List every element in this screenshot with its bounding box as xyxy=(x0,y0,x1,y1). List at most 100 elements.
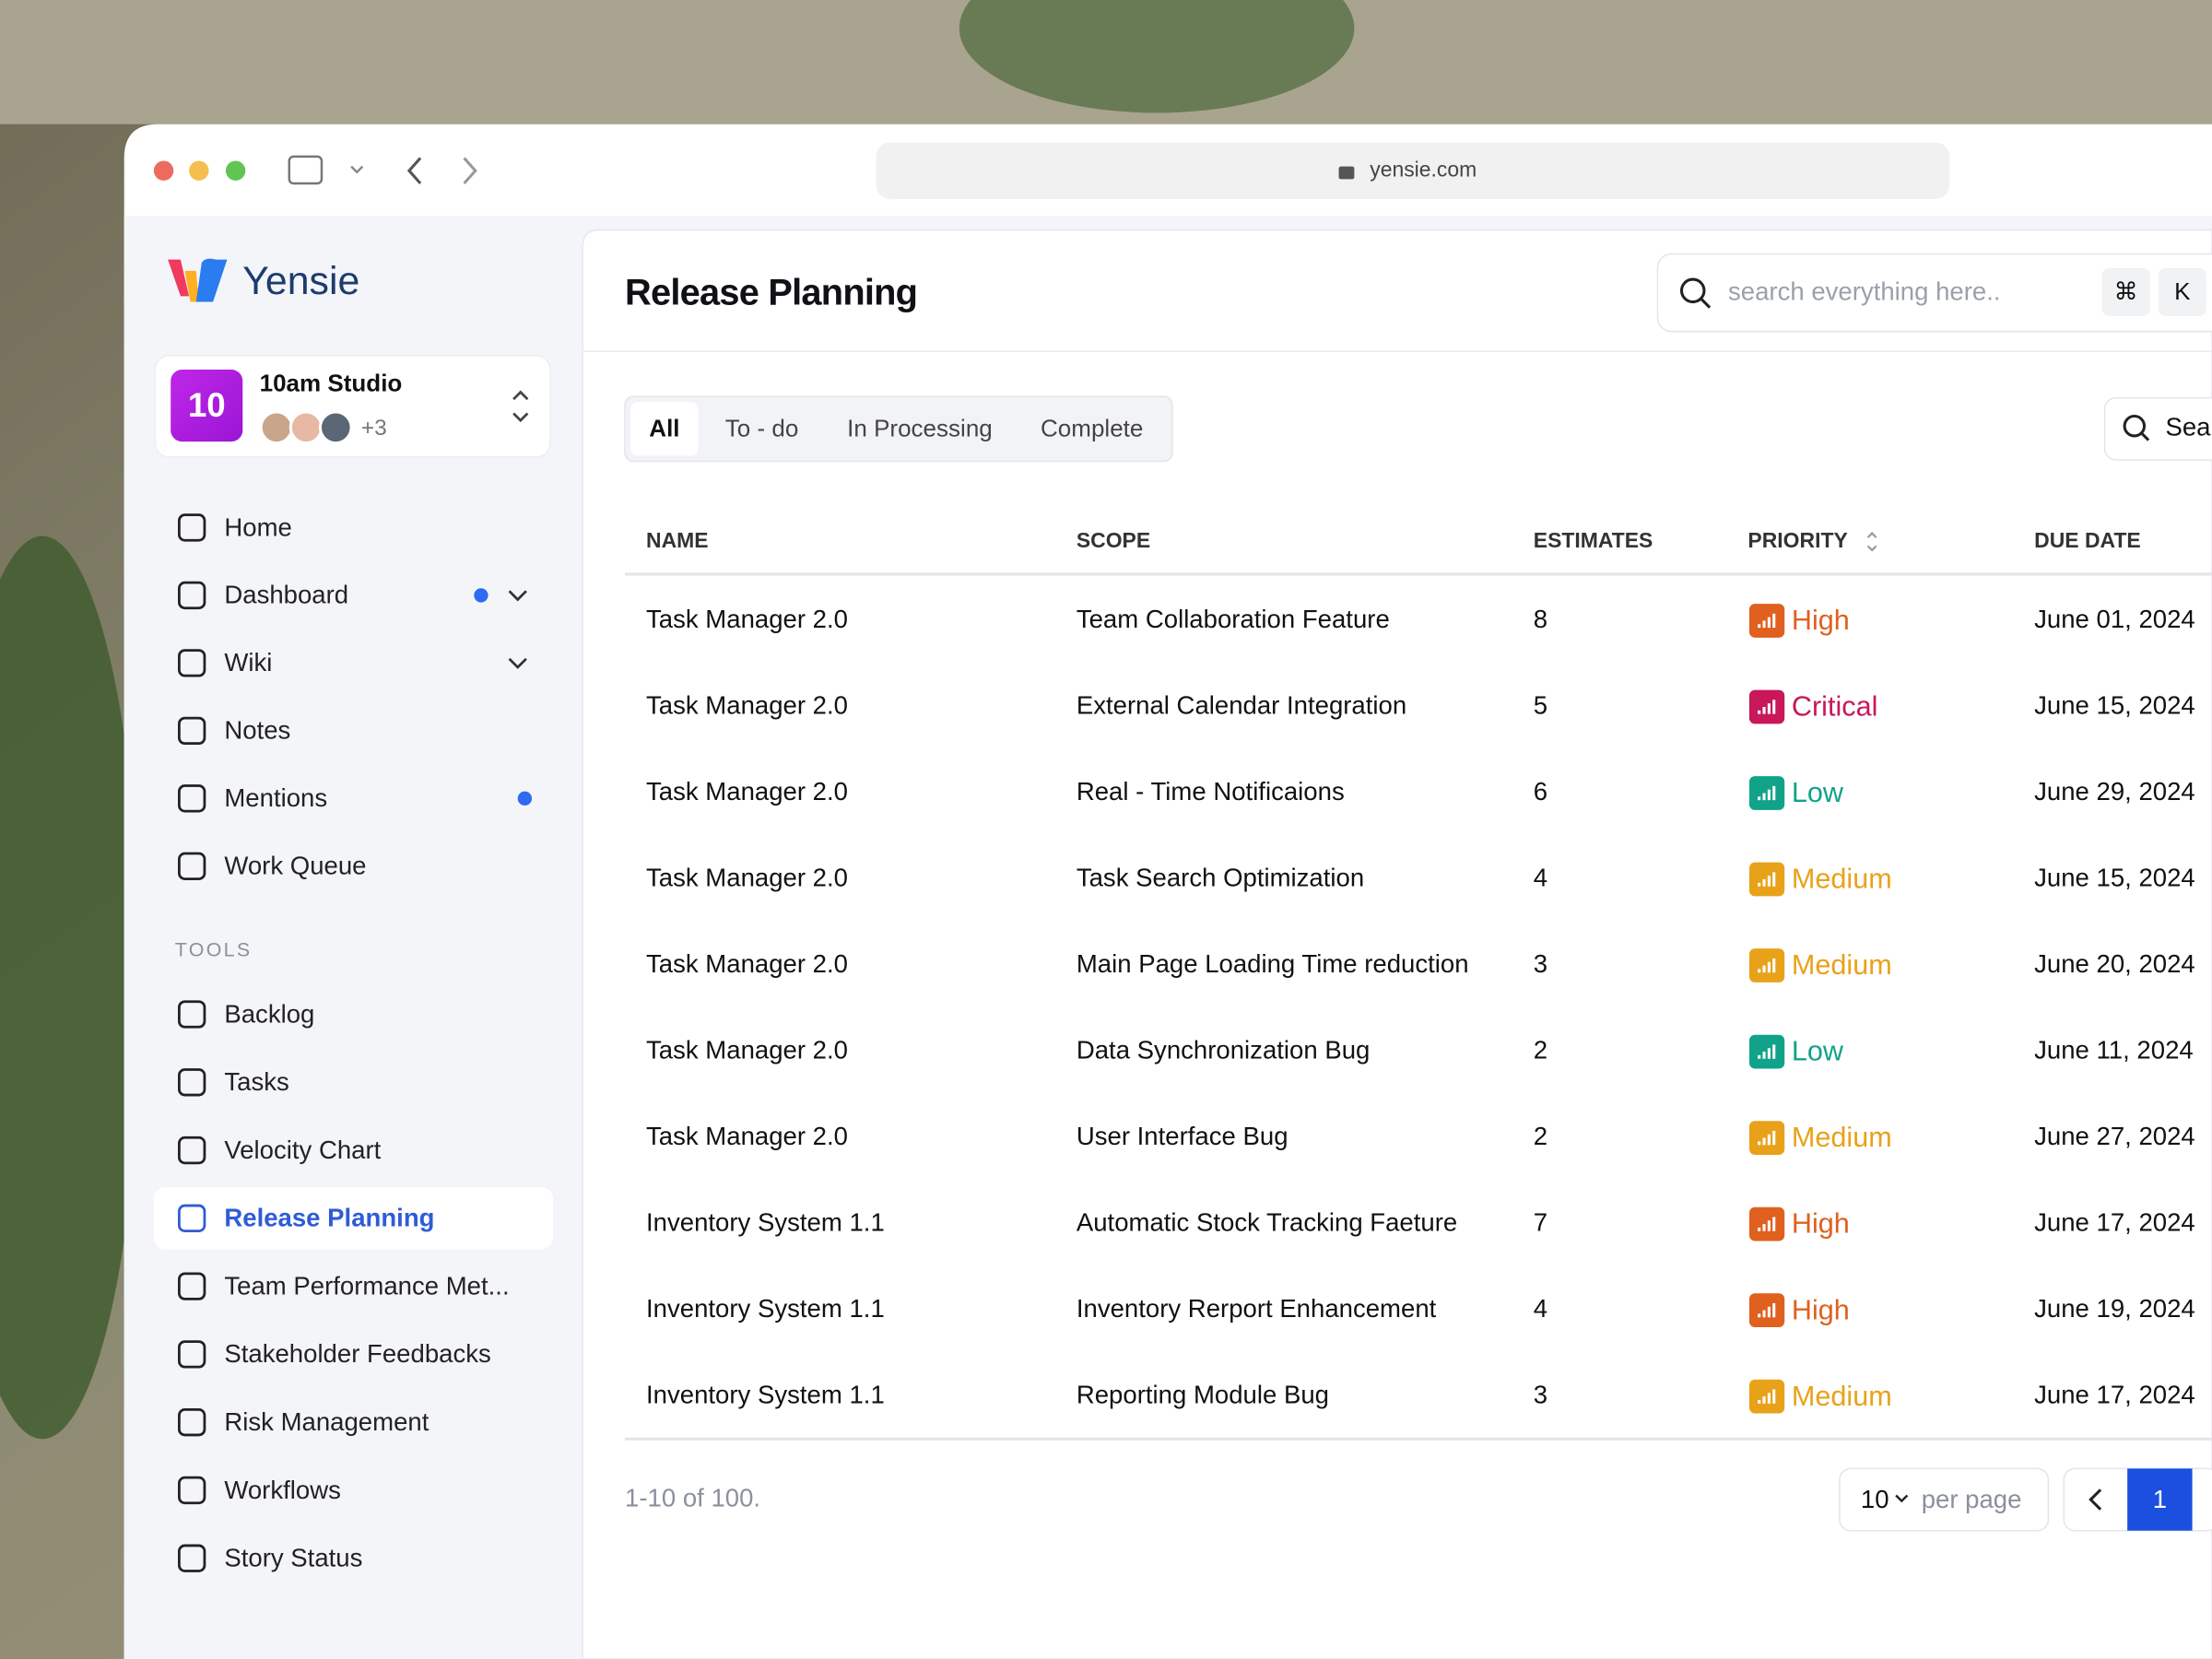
cell-name: Task Manager 2.0 xyxy=(646,1035,848,1064)
main-panel xyxy=(582,229,2212,1659)
sidebar-toggle[interactable] xyxy=(288,155,324,185)
back-button[interactable] xyxy=(406,157,422,184)
minimize-button[interactable] xyxy=(189,160,209,181)
search-icon xyxy=(1700,298,1712,309)
cell-due: June 01, 2024 xyxy=(2034,605,2195,633)
workspace-card[interactable] xyxy=(154,354,551,458)
lock-icon xyxy=(1338,166,1355,180)
cell-scope: User Interface Bug xyxy=(1077,1122,1288,1150)
nav-label[interactable]: Work Queue xyxy=(224,852,366,880)
search-icon xyxy=(1679,277,1706,304)
nav-label[interactable]: Team Performance Met... xyxy=(224,1271,509,1300)
priority-bar xyxy=(1758,1054,1761,1059)
pagination-range: 1-10 of 100. xyxy=(625,1483,760,1512)
nav-icon xyxy=(178,1000,206,1029)
cell-due: June 19, 2024 xyxy=(2034,1294,2195,1323)
nav-label[interactable]: Mentions xyxy=(224,783,327,812)
plant xyxy=(0,535,142,1440)
search-box[interactable] xyxy=(1656,253,2212,333)
cell-estimate: 5 xyxy=(1534,690,1547,719)
cell-due: June 15, 2024 xyxy=(2034,690,2195,719)
workspace-badge xyxy=(171,370,243,442)
per-page-value: 10 xyxy=(1861,1485,1889,1513)
nav-icon xyxy=(178,649,206,677)
priority-bar xyxy=(1772,1044,1776,1059)
cell-priority: High xyxy=(1792,1294,1850,1325)
sort-icon[interactable] xyxy=(1866,532,1877,552)
priority-bar xyxy=(1767,703,1771,714)
prev-page[interactable] xyxy=(2088,1488,2102,1511)
priority-icon xyxy=(1748,1293,1785,1327)
logo xyxy=(184,270,199,302)
nav-label[interactable]: Tasks xyxy=(224,1067,288,1096)
notification-dot xyxy=(517,791,533,806)
priority-bar xyxy=(1767,1220,1771,1231)
per-page-select[interactable] xyxy=(1839,1467,2050,1532)
tab[interactable]: In Processing xyxy=(847,415,993,442)
cell-due: June 29, 2024 xyxy=(2034,777,2195,806)
nav-label[interactable]: Release Planning xyxy=(224,1204,434,1232)
nav-label[interactable]: Backlog xyxy=(224,999,314,1028)
page-number: 1 xyxy=(2153,1485,2167,1513)
nav-label[interactable]: Wiki xyxy=(224,648,272,677)
nav-label[interactable]: Velocity Chart xyxy=(224,1135,381,1164)
tab[interactable]: All xyxy=(649,415,679,442)
nav-icon xyxy=(178,784,206,813)
nav-label[interactable]: Home xyxy=(224,512,291,541)
close-button[interactable] xyxy=(153,160,174,181)
priority-bar xyxy=(1767,1306,1771,1318)
priority-bar xyxy=(1758,710,1761,714)
forward-button[interactable] xyxy=(463,157,477,184)
nav-icon xyxy=(178,1204,206,1232)
nav-label[interactable]: Notes xyxy=(224,716,290,745)
zoom-button[interactable] xyxy=(225,160,246,181)
priority-bar xyxy=(1767,876,1771,887)
priority-bar xyxy=(1772,872,1776,887)
nav-label[interactable]: Workflows xyxy=(224,1476,341,1504)
priority-bar xyxy=(1767,1048,1771,1059)
priority-bar xyxy=(1762,706,1766,714)
cell-scope: Real - Time Notificaions xyxy=(1077,777,1345,806)
priority-bar xyxy=(1758,969,1761,973)
nav-label[interactable]: Stakeholder Feedbacks xyxy=(224,1339,490,1368)
priority-bar xyxy=(1758,1141,1761,1146)
priority-icon xyxy=(1748,1206,1785,1241)
cell-estimate: 4 xyxy=(1534,863,1547,891)
search-icon xyxy=(2123,415,2147,438)
priority-bar xyxy=(1772,1217,1776,1231)
priority-bar xyxy=(1762,1310,1766,1318)
priority-bar xyxy=(1758,1313,1761,1318)
priority-bar xyxy=(1762,965,1766,973)
tab[interactable]: To - do xyxy=(725,415,799,442)
cell-priority: Medium xyxy=(1792,949,1892,981)
chevron xyxy=(1895,1494,1909,1503)
nav-label[interactable]: Risk Management xyxy=(224,1407,429,1436)
priority-bar xyxy=(1772,785,1776,801)
current-page[interactable] xyxy=(2127,1468,2193,1531)
notification-dot xyxy=(474,588,488,603)
cell-scope: Data Synchronization Bug xyxy=(1077,1035,1371,1064)
tab-bar xyxy=(624,395,1173,463)
nav-icon xyxy=(178,1544,206,1572)
shortcut-label: K xyxy=(2174,277,2191,305)
switch-icon[interactable] xyxy=(512,390,529,423)
priority-bar xyxy=(1767,1393,1771,1404)
cell-estimate: 3 xyxy=(1534,949,1547,978)
nav-icon xyxy=(178,852,206,880)
url-bar[interactable] xyxy=(876,142,1950,199)
cell-due: June 11, 2024 xyxy=(2034,1035,2194,1064)
nav-label[interactable]: Story Status xyxy=(224,1544,362,1572)
nav-icon xyxy=(178,716,206,746)
expand-chevron[interactable] xyxy=(508,590,527,602)
workspace-name: 10am Studio xyxy=(260,370,403,397)
avatar xyxy=(288,410,324,445)
nav-label[interactable]: Dashboard xyxy=(224,581,348,609)
cell-name: Task Manager 2.0 xyxy=(646,605,848,633)
nav-icon xyxy=(178,1408,206,1437)
expand-chevron[interactable] xyxy=(508,657,527,669)
cell-priority: High xyxy=(1792,605,1850,636)
cell-estimate: 2 xyxy=(1534,1035,1547,1064)
column-header[interactable]: PRIORITY xyxy=(1747,528,1847,552)
tab[interactable]: Complete xyxy=(1041,415,1143,442)
table-search[interactable] xyxy=(2103,396,2212,461)
